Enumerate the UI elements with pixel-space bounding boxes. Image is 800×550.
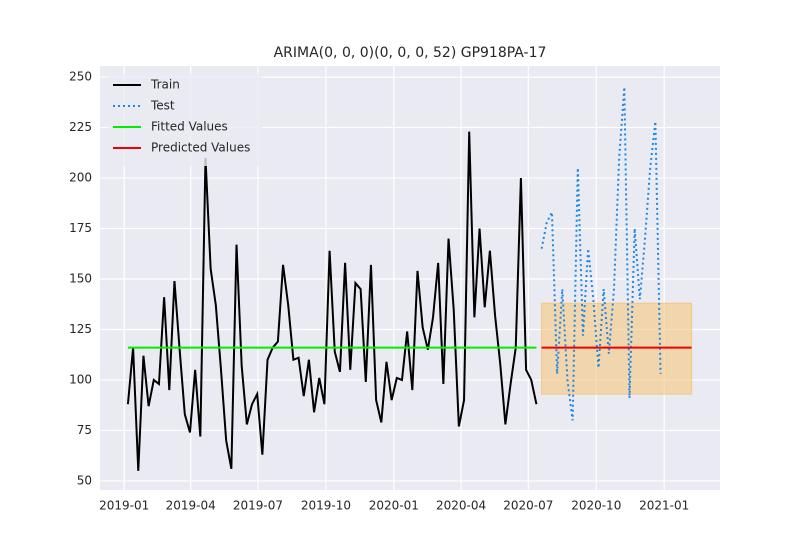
series-line xyxy=(540,87,662,421)
y-tick-label: 50 xyxy=(77,473,92,487)
x-tick-label: 2019-04 xyxy=(166,499,216,513)
y-tick-label: 100 xyxy=(69,372,92,386)
legend-label: Predicted Values xyxy=(151,141,250,155)
series-line xyxy=(126,131,538,471)
y-tick-label: 225 xyxy=(69,120,92,134)
x-tick-label: 2019-01 xyxy=(99,499,149,513)
x-tick-label: 2019-07 xyxy=(233,499,283,513)
legend-label: Test xyxy=(150,99,175,113)
y-tick-label: 200 xyxy=(69,171,92,185)
x-tick-label: 2020-07 xyxy=(503,499,553,513)
legend-label: Train xyxy=(150,78,180,92)
x-tick-label: 2019-10 xyxy=(301,499,351,513)
legend-box xyxy=(108,74,262,166)
x-tick-label: 2020-04 xyxy=(436,499,486,513)
x-tick-label: 2020-01 xyxy=(369,499,419,513)
y-tick-label: 175 xyxy=(69,221,92,235)
x-tick-label: 2020-10 xyxy=(571,499,621,513)
y-tick-label: 150 xyxy=(69,272,92,286)
legend-label: Fitted Values xyxy=(151,120,228,134)
chart-title: ARIMA(0, 0, 0)(0, 0, 0, 52) GP918PA-17 xyxy=(274,45,547,61)
x-tick-label: 2021-01 xyxy=(639,499,689,513)
confidence-band xyxy=(541,302,693,395)
y-tick-label: 250 xyxy=(69,70,92,84)
y-tick-label: 75 xyxy=(77,423,92,437)
y-tick-label: 125 xyxy=(69,322,92,336)
